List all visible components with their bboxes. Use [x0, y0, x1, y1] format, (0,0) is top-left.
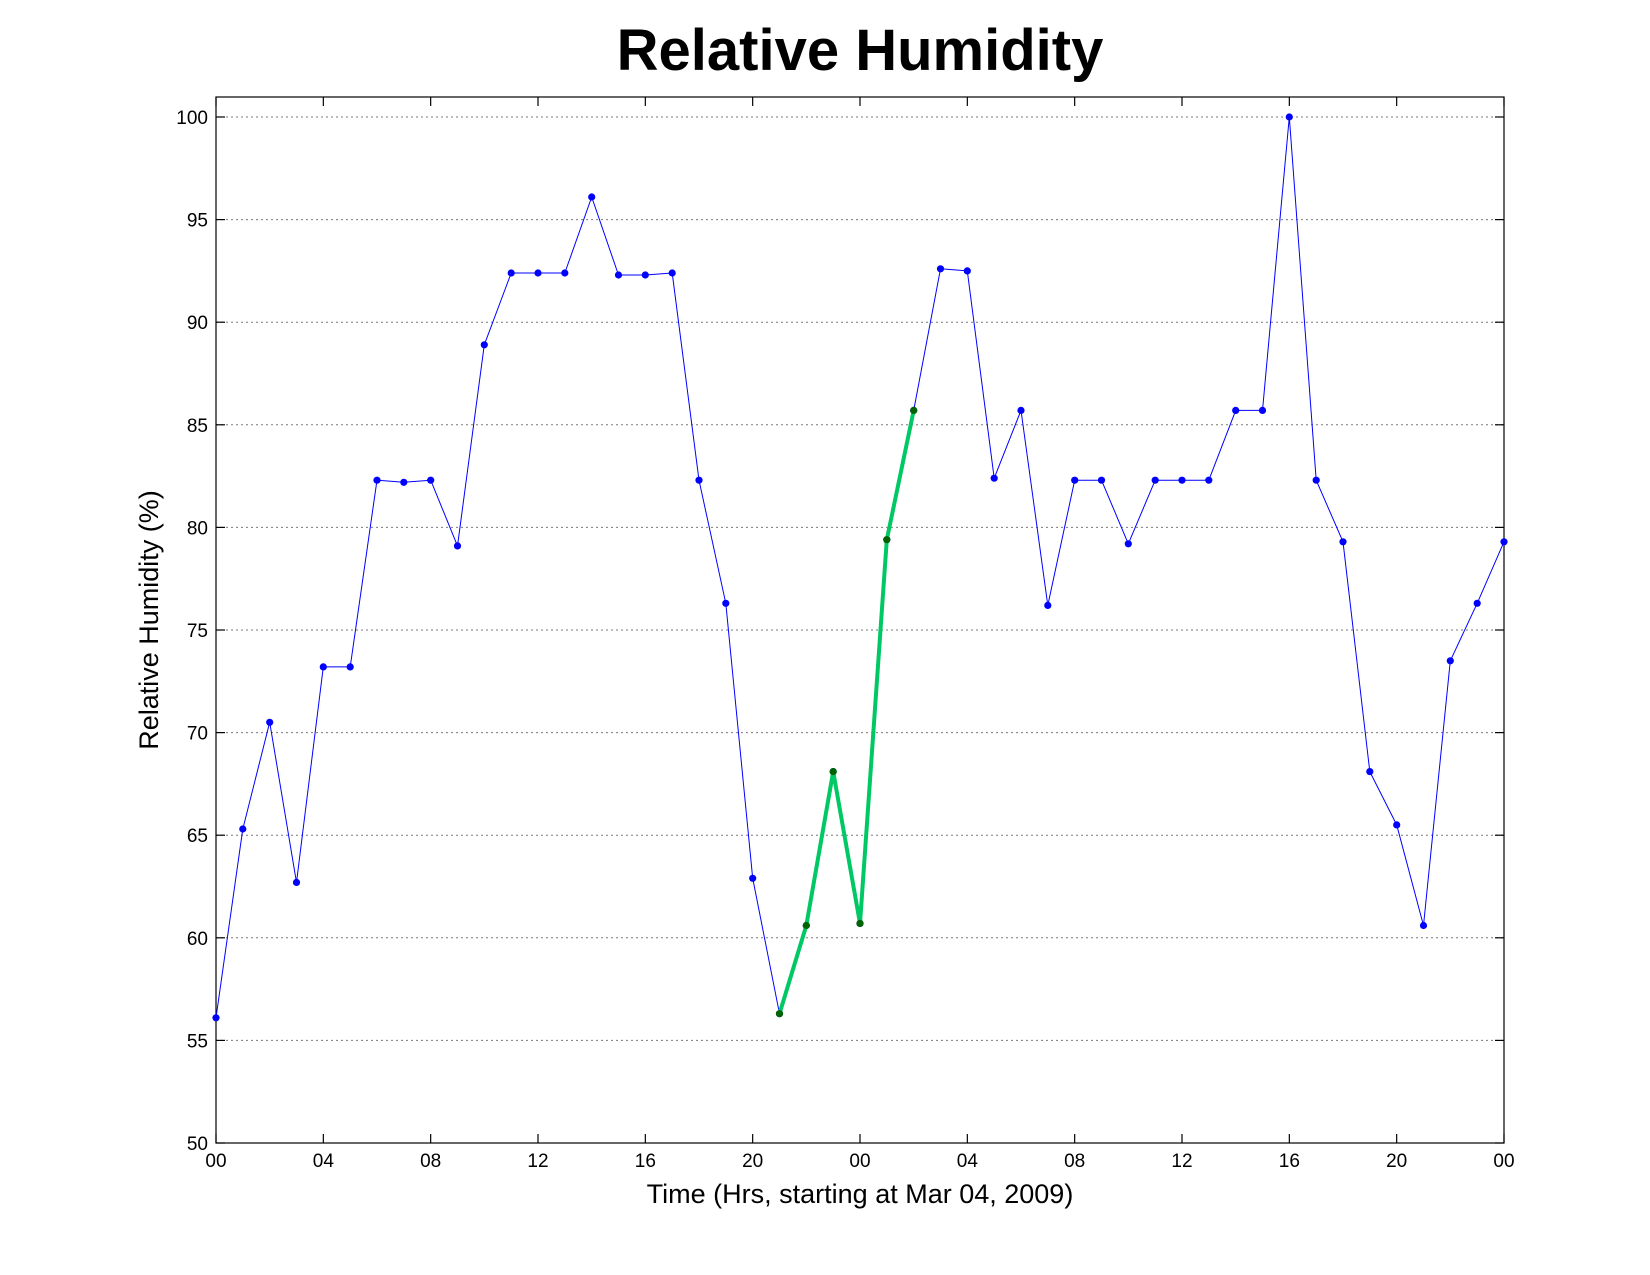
data-point [1232, 406, 1240, 414]
data-point [990, 474, 998, 482]
data-point [722, 599, 730, 607]
data-point [910, 406, 918, 414]
axis-ticks: 50 55 60 65 70 75 80 85 90 95 100 00 04 08 12 16 20 00 04 0… [176, 97, 1515, 1172]
y-tick-label: 70 [187, 724, 208, 745]
data-point [373, 476, 381, 484]
data-point [1044, 601, 1052, 610]
data-point [1017, 406, 1025, 414]
data-point [239, 825, 247, 833]
data-point [749, 874, 757, 882]
y-tick-label: 60 [187, 929, 208, 950]
x-axis-label: Time (Hrs, starting at Mar 04, 2009) [647, 1179, 1074, 1209]
data-point [614, 271, 623, 279]
data-point [1097, 476, 1106, 484]
data-point [695, 476, 703, 484]
data-point [561, 269, 569, 277]
data-point [292, 878, 301, 887]
x-tick-label: 08 [1064, 1151, 1085, 1172]
y-axis-label: Relative Humidity (%) [134, 490, 164, 750]
x-tick-label: 00 [205, 1151, 226, 1172]
data-point [1178, 476, 1186, 484]
y-tick-label: 55 [187, 1031, 208, 1052]
data-point [668, 269, 676, 277]
x-tick-label: 00 [849, 1151, 870, 1172]
data-point [1151, 476, 1159, 484]
y-tick-label: 65 [187, 826, 208, 847]
y-tick-label: 100 [176, 108, 208, 129]
x-tick-label: 20 [1386, 1151, 1407, 1172]
series-line-2 [777, 408, 916, 1016]
data-point [829, 768, 837, 776]
data-point [1500, 538, 1508, 546]
data-point [1205, 476, 1213, 484]
x-tick-label: 00 [1493, 1151, 1514, 1172]
data-point [802, 921, 810, 930]
data-point [346, 663, 354, 671]
data-point [588, 193, 596, 201]
data-point [212, 1014, 220, 1022]
data-point [507, 269, 515, 277]
data-point [775, 1010, 784, 1018]
data-point [427, 476, 435, 484]
y-tick-label: 85 [187, 416, 208, 437]
x-tick-label: 12 [1171, 1151, 1192, 1172]
x-tick-label: 08 [420, 1151, 441, 1172]
chart-title: Relative Humidity [617, 18, 1104, 83]
y-tick-label: 50 [187, 1134, 208, 1155]
y-tick-label: 75 [187, 621, 208, 642]
data-point [266, 718, 274, 726]
data-point [1258, 406, 1267, 414]
y-tick-label: 80 [187, 518, 208, 539]
data-point [1071, 476, 1079, 484]
data-point [641, 271, 649, 279]
data-point [963, 267, 971, 275]
data-point [883, 536, 891, 544]
data-point [1339, 538, 1347, 546]
data-point [1124, 540, 1132, 548]
x-tick-label: 20 [742, 1151, 763, 1172]
x-tick-label: 12 [527, 1151, 548, 1172]
y-tick-label: 95 [187, 211, 208, 232]
data-point [1285, 113, 1293, 121]
data-series [212, 113, 1508, 1022]
data-point [480, 341, 488, 349]
series-line-1 [215, 116, 1505, 1019]
data-point [1366, 768, 1374, 776]
data-point [453, 542, 462, 550]
y-tick-label: 90 [187, 313, 208, 334]
plot-area-frame [215, 96, 1505, 1144]
data-point [1312, 476, 1320, 484]
data-point [1446, 657, 1454, 665]
x-tick-label: 04 [957, 1151, 979, 1172]
data-point [319, 663, 327, 671]
data-point [856, 919, 864, 928]
data-point [534, 269, 542, 277]
data-point [1393, 821, 1401, 829]
data-point [936, 265, 945, 273]
x-tick-label: 16 [635, 1151, 656, 1172]
x-tick-label: 04 [313, 1151, 335, 1172]
x-tick-label: 16 [1279, 1151, 1300, 1172]
data-point [1473, 599, 1481, 607]
data-point [400, 478, 408, 486]
data-point [1419, 921, 1428, 930]
